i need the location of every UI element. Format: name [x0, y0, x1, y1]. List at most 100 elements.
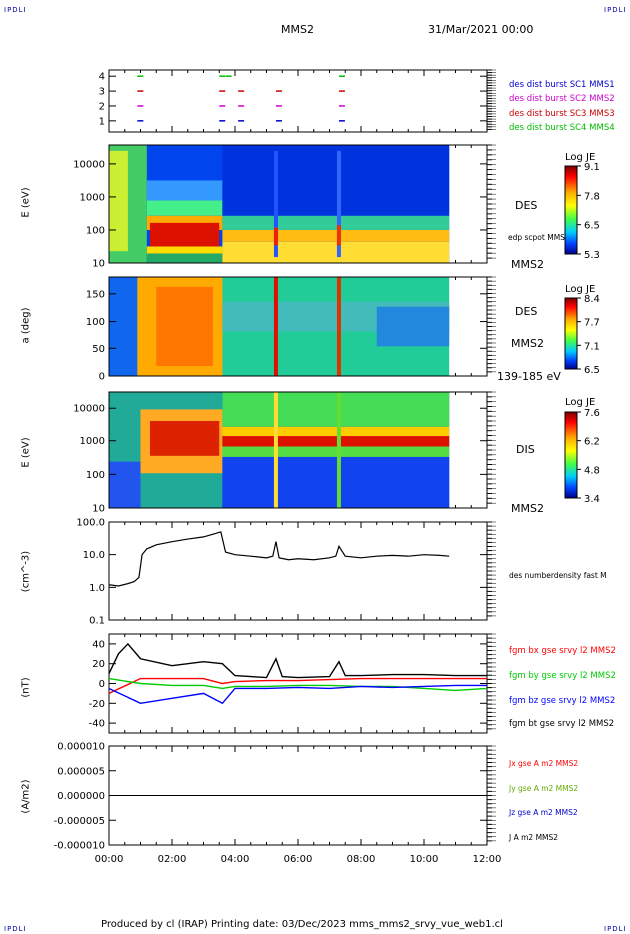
y-tick-label: 0.000010 — [57, 742, 105, 753]
y-tick-label: 100.0 — [76, 518, 105, 529]
spectrogram-band — [146, 253, 223, 263]
spectrogram-band — [222, 392, 450, 427]
colorbar-title-2: Log JE — [565, 284, 596, 295]
colorbar-tick-label: 7.7 — [584, 318, 600, 329]
x-tick-label: 12:00 — [473, 854, 502, 865]
spectrogram-band — [222, 436, 450, 447]
spectrogram-band — [149, 222, 220, 247]
colorbar-tick-label: 7.8 — [584, 191, 600, 202]
scpot-label: edp scpot MMS2 — [508, 233, 570, 242]
spectrogram-band — [146, 200, 223, 216]
panel-frame-6 — [108, 633, 488, 734]
colorbar-3 — [564, 411, 578, 499]
x-tick-label: 02:00 — [158, 854, 187, 865]
date-title: 31/Mar/2021 00:00 — [428, 23, 534, 36]
colorbar-tick-label: 7.6 — [584, 408, 600, 419]
y-tick-label: 10 — [92, 259, 105, 270]
mms2-label-1: MMS2 — [511, 258, 544, 271]
spectrogram-band — [109, 277, 138, 376]
j-label: J A m2 MMS2 — [509, 833, 559, 842]
spectrogram-band — [156, 286, 213, 367]
by-label: fgm by gse srvy l2 MMS2 — [509, 671, 616, 681]
colorbar-tick-label: 9.1 — [584, 162, 600, 173]
y-tick-label: 0.1 — [89, 616, 105, 627]
colorbar-title-3: Log JE — [565, 397, 596, 408]
y-tick-label: 100 — [86, 225, 105, 236]
panel-frame-1 — [108, 69, 488, 133]
y-tick-label: 20 — [92, 659, 105, 670]
jx-label: Jx gse A m2 MMS2 — [509, 759, 579, 768]
field-line-bz — [108, 684, 487, 705]
burst-label-sc2: des dist burst SC2 MMS2 — [509, 94, 615, 104]
spectrogram-band — [146, 180, 223, 201]
y-tick-label: -0.000005 — [54, 816, 105, 827]
y-tick-label: 0.000000 — [57, 791, 105, 802]
spectrogram-spike — [336, 392, 341, 508]
spacecraft-title: MMS2 — [281, 23, 314, 36]
spectrogram-spike — [273, 150, 278, 258]
spectrogram-band — [146, 246, 223, 254]
x-tick-label: 08:00 — [347, 854, 376, 865]
x-tick-label: 00:00 — [95, 854, 124, 865]
spectrogram-band — [109, 461, 141, 508]
y-tick-label: -0.000010 — [54, 841, 105, 852]
y-tick-label: 0 — [99, 679, 105, 690]
footer-text: Produced by cl (IRAP) Printing date: 03/… — [101, 919, 503, 930]
y-tick-label: 10.0 — [83, 550, 105, 561]
x-tick-label: 06:00 — [284, 854, 313, 865]
y-tick-label: 100 — [86, 317, 105, 328]
colorbar-tick-label: 5.3 — [584, 250, 600, 261]
spectrogram-spike — [273, 392, 278, 508]
y-tick-label: 1.0 — [89, 583, 105, 594]
corner-label-bottom-right: IPDLI — [604, 925, 627, 933]
panel-frame-5 — [108, 521, 488, 621]
y-tick-label: 3 — [99, 87, 105, 98]
bt-label: fgm bt gse srvy l2 MMS2 — [509, 719, 615, 729]
colorbar-tick-label: 8.4 — [584, 294, 600, 305]
spectrogram-spike — [336, 150, 341, 258]
colorbar-tick-label: 6.2 — [584, 437, 600, 448]
colorbar-2 — [564, 297, 578, 370]
x-tick-label: 10:00 — [410, 854, 439, 865]
colorbar-tick-label: 6.5 — [584, 221, 600, 232]
mms2-label-2: MMS2 — [511, 337, 544, 350]
y-tick-label: -40 — [89, 719, 105, 730]
colorbar-tick-label: 3.4 — [584, 494, 600, 505]
spectrogram-spike — [273, 277, 278, 376]
corner-label-top-left: IPDLI — [4, 6, 27, 14]
spectrogram-band — [222, 446, 450, 457]
jy-label: Jy gse A m2 MMS2 — [509, 784, 579, 793]
spectrogram-band — [109, 150, 128, 252]
spectrogram-band — [149, 421, 220, 456]
jz-label: Jz gse A m2 MMS2 — [509, 808, 578, 817]
y-tick-label: 1000 — [80, 192, 105, 203]
des-label-1: DES — [515, 199, 538, 212]
y-tick-label: 2 — [99, 101, 105, 112]
field-line-bx — [108, 677, 487, 695]
y-tick-label: 1000 — [80, 436, 105, 447]
spectrogram-band — [222, 426, 450, 439]
y-tick-label: 10 — [92, 504, 105, 515]
bx-label: fgm bx gse srvy l2 MMS2 — [509, 646, 616, 656]
spectrogram-spike — [336, 225, 341, 246]
colorbar-tick-label: 6.5 — [584, 365, 600, 376]
spectrogram-band — [222, 215, 450, 230]
y-tick-label: 150 — [86, 289, 105, 300]
spectrogram-band — [222, 229, 450, 242]
density-line — [108, 531, 450, 587]
dis-label: DIS — [516, 443, 535, 456]
corner-label-top-right: IPDLI — [604, 6, 627, 14]
burst-label-sc1: des dist burst SC1 MMS1 — [509, 80, 615, 90]
colorbar-1 — [564, 165, 578, 255]
spectrogram-band — [222, 241, 450, 263]
burst-label-sc4: des dist burst SC4 MMS4 — [509, 123, 615, 133]
spectrogram-band — [222, 145, 450, 216]
y-tick-label: 100 — [86, 470, 105, 481]
y-tick-label: -20 — [89, 699, 105, 710]
density-label: des numberdensity fast M — [509, 571, 607, 580]
burst-label-sc3: des dist burst SC3 MMS3 — [509, 109, 615, 119]
field-line-by — [108, 677, 488, 692]
bz-label: fgm bz gse srvy l2 MMS2 — [509, 696, 616, 706]
colorbar-tick-label: 7.1 — [584, 341, 600, 352]
y-tick-label: 10000 — [73, 404, 105, 415]
